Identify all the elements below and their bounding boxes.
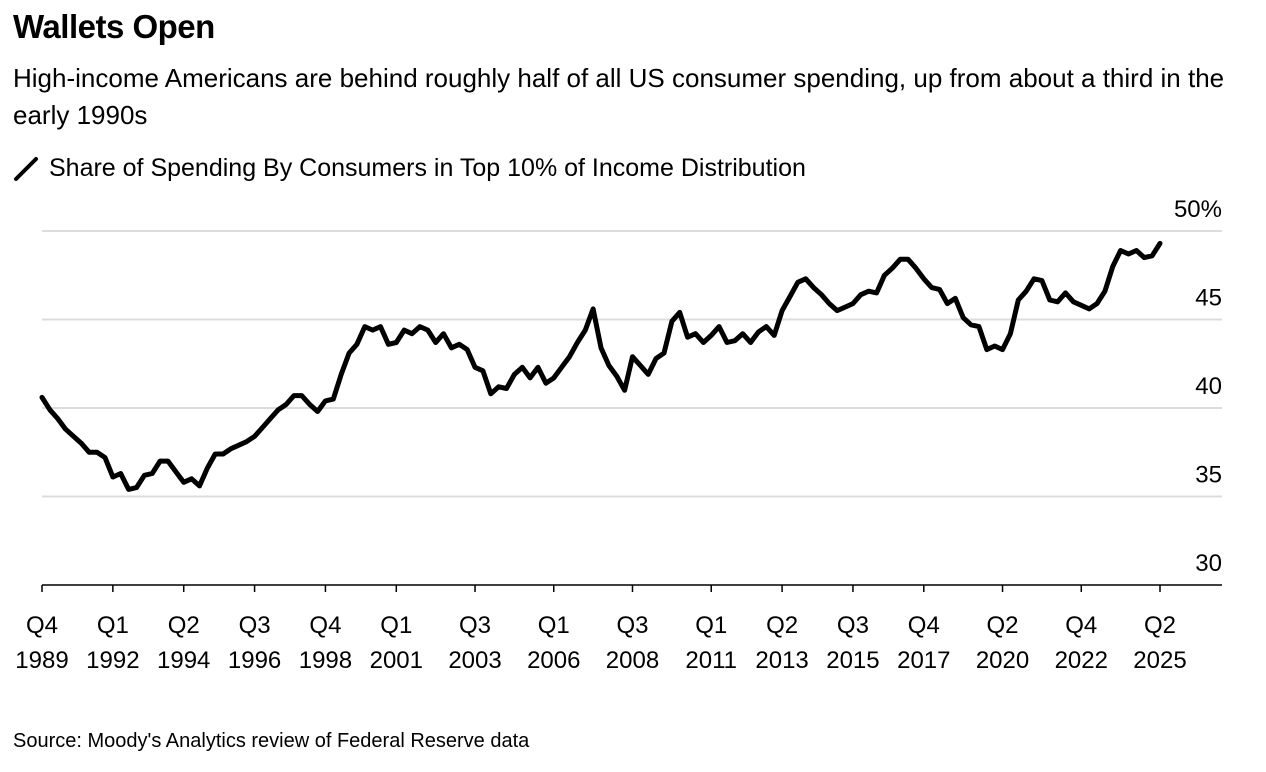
- x-tick-label-quarter: Q1: [97, 612, 129, 639]
- x-tick-label-quarter: Q2: [1144, 612, 1176, 639]
- x-tick-label-year: 2011: [685, 647, 737, 674]
- x-tick-label-quarter: Q3: [459, 612, 491, 639]
- chart-title: Wallets Open: [13, 8, 215, 45]
- slash-line-icon: [14, 156, 38, 181]
- legend: Share of Spending By Consumers in Top 10…: [13, 154, 806, 183]
- x-tick-label-year: 2013: [755, 647, 808, 674]
- x-tick-label-quarter: Q1: [380, 612, 412, 639]
- x-tick-label-year: 1994: [157, 647, 210, 674]
- x-tick-label-year: 2006: [527, 647, 580, 674]
- x-tick-label-quarter: Q2: [168, 612, 200, 639]
- series-line-top-10-percent-share: [39, 240, 1163, 492]
- y-tick-label: 30: [1195, 550, 1222, 577]
- x-tick-label-year: 2008: [606, 647, 659, 674]
- x-tick-label-year: 2001: [370, 647, 423, 674]
- x-tick-label-quarter: Q4: [908, 612, 940, 639]
- y-tick-label: 35: [1195, 462, 1222, 489]
- x-tick-label-quarter: Q4: [1065, 612, 1097, 639]
- x-tick-label-quarter: Q3: [239, 612, 271, 639]
- x-tick-label-year: 2015: [826, 647, 879, 674]
- x-tick-label-year: 2003: [448, 647, 501, 674]
- x-tick-label-year: 1998: [299, 647, 352, 674]
- x-tick-label-quarter: Q1: [538, 612, 570, 639]
- x-tick-label-year: 2025: [1133, 647, 1186, 674]
- x-tick-label-quarter: Q4: [26, 612, 58, 639]
- x-tick-label-quarter: Q2: [987, 612, 1019, 639]
- x-tick-label-quarter: Q1: [695, 612, 727, 639]
- x-tick-label-year: 2022: [1055, 647, 1108, 674]
- x-tick-label-year: 1996: [228, 647, 281, 674]
- x-tick-label-year: 2020: [976, 647, 1029, 674]
- x-tick-label-quarter: Q2: [766, 612, 798, 639]
- x-tick-label-year: 1989: [15, 647, 68, 674]
- source-note: Source: Moody's Analytics review of Fede…: [13, 730, 530, 752]
- x-tick-label-quarter: Q4: [309, 612, 341, 639]
- y-tick-label: 40: [1195, 373, 1222, 400]
- x-tick-label-year: 2017: [897, 647, 950, 674]
- legend-label: Share of Spending By Consumers in Top 10…: [49, 154, 806, 182]
- y-tick-label: 50%: [1174, 196, 1222, 223]
- chart-subtitle: High-income Americans are behind roughly…: [13, 63, 1225, 130]
- x-tick-label-quarter: Q3: [616, 612, 648, 639]
- x-tick-label-year: 1992: [86, 647, 139, 674]
- x-tick-label-quarter: Q3: [837, 612, 869, 639]
- y-tick-label: 45: [1195, 285, 1222, 312]
